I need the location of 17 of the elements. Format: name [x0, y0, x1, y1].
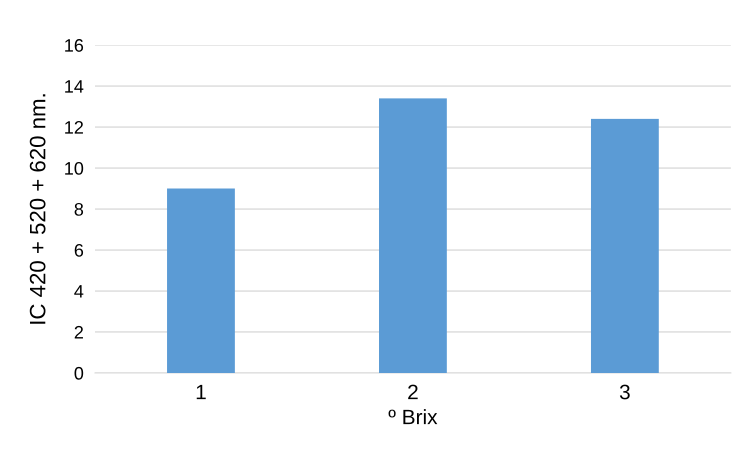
- y-tick-label: 8: [74, 202, 84, 216]
- y-tick-label: 6: [74, 244, 84, 257]
- y-tick-label: 4: [74, 285, 84, 298]
- x-tick-label: 2: [408, 384, 418, 400]
- x-axis-title: º Brix: [388, 409, 438, 424]
- x-tick-label: 3: [620, 384, 630, 400]
- y-tick-label: 16: [65, 39, 84, 52]
- bar: [379, 98, 447, 373]
- y-tick-label: 10: [65, 162, 84, 175]
- y-tick-label: 0: [74, 366, 84, 380]
- x-tick-label: 1: [196, 384, 206, 400]
- y-axis-title: IC 420 + 520 + 620 nm.: [30, 94, 46, 324]
- bar: [167, 188, 235, 373]
- bar: [590, 118, 659, 373]
- y-tick-label: 2: [74, 326, 83, 339]
- y-tick-label: 12: [65, 121, 83, 134]
- y-tick-label: 14: [65, 80, 84, 93]
